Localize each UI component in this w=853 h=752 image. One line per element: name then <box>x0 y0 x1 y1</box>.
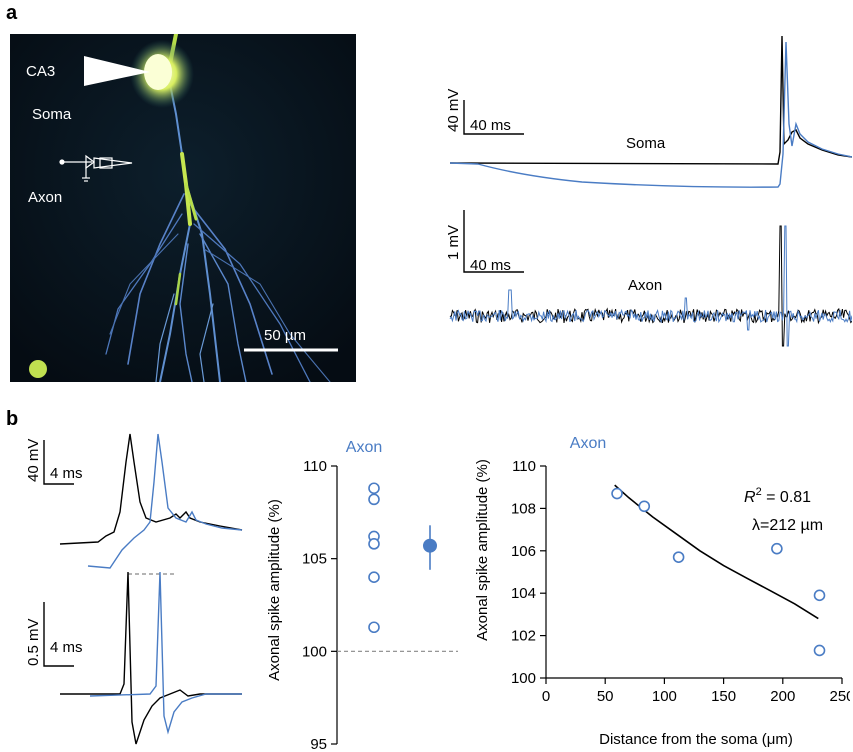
axon-trace-blue <box>449 225 852 347</box>
dotplot-y-tick-label: 105 <box>302 551 327 568</box>
dotplot-mean-point <box>423 538 437 553</box>
neuron-dendrites <box>105 34 331 382</box>
dotplot-y-tick-label: 110 <box>303 458 327 475</box>
axon-scale-time: 40 ms <box>470 257 511 274</box>
distplot-y-tick-label: 100 <box>511 670 536 687</box>
distplot-x-tick-label: 200 <box>770 688 795 705</box>
bright-spot <box>29 360 47 378</box>
top-scale-voltage: 40 mV <box>25 439 42 482</box>
panel-label-a: a <box>6 2 18 24</box>
distplot-point <box>638 500 651 513</box>
bottom-scale-voltage: 0.5 mV <box>25 618 42 666</box>
axon-scale-voltage: 1 mV <box>445 225 462 260</box>
distplot-ylabel: Axonal spike amplitude (%) <box>474 459 491 641</box>
distplot-y-tick-label: 102 <box>511 628 536 645</box>
dotplot-title: Axon <box>346 439 382 456</box>
scale-bar-label: 50 µm <box>264 327 306 344</box>
dotplot-ylabel: Axonal spike amplitude (%) <box>266 499 283 681</box>
soma-scalebar <box>463 100 524 135</box>
distplot-y-tick-label: 110 <box>512 458 536 475</box>
distplot-title: Axon <box>570 435 606 452</box>
distplot-x-tick-label: 150 <box>711 688 736 705</box>
top-spike-blue <box>87 433 243 569</box>
micrograph: CA3 Soma Axon 50 µm <box>10 34 356 382</box>
distplot-y-tick-label: 104 <box>511 585 536 602</box>
dotplot-point <box>368 482 380 495</box>
soma-pointer-arrow <box>84 56 150 86</box>
bottom-spike-blue <box>89 571 242 735</box>
distplot-y-tick-label: 106 <box>511 543 536 560</box>
distplot-point <box>611 487 623 500</box>
axon-label: Axon <box>28 189 62 206</box>
panel-label-b: b <box>6 408 19 430</box>
distance-scatter-plot: Axon Axonal spike amplitude (%) Distance… <box>474 435 850 748</box>
amplitude-dot-plot: Axon Axonal spike amplitude (%) 95 100 105… <box>266 439 458 752</box>
lambda-annotation: λ=212 µm <box>752 517 823 534</box>
distplot-x-tick-label: 100 <box>652 688 677 705</box>
distplot-point <box>771 542 783 555</box>
soma-trace-black <box>449 35 852 165</box>
bottom-spike-black <box>60 571 242 745</box>
bottom-scale-time: 4 ms <box>50 639 83 656</box>
distplot-x-tick-label: 0 <box>542 688 550 705</box>
spike-overlay-plot: 40 mV 4 ms 0.5 mV 4 ms <box>25 433 243 745</box>
axon-electrode-icon <box>59 154 133 182</box>
distplot-point <box>672 551 685 563</box>
distplot-xlabel: Distance from the soma (μm) <box>599 731 793 748</box>
distplot-point <box>813 644 826 657</box>
ca3-label: CA3 <box>26 63 55 80</box>
top-scale-time: 4 ms <box>50 465 83 482</box>
axon-trace-plot: 1 mV 40 ms Axon <box>445 210 852 347</box>
dotplot-y-tick-label: 95 <box>310 736 327 752</box>
soma-label: Soma <box>32 106 72 123</box>
soma-trace-plot: 40 mV 40 ms Soma <box>445 35 852 188</box>
top-spike-black <box>59 433 243 545</box>
distplot-y-tick-label: 108 <box>511 500 536 517</box>
dotplot-point <box>368 621 380 634</box>
soma-trace-blue <box>449 41 852 188</box>
r-squared-annotation: R2 = 0.81 <box>744 486 811 506</box>
distplot-x-tick-label: 250 <box>829 688 850 705</box>
soma-scale-time: 40 ms <box>470 117 511 134</box>
axon-trace-label: Axon <box>628 277 662 294</box>
distplot-point <box>813 589 826 602</box>
dotplot-point <box>368 493 380 506</box>
soma-scale-voltage: 40 mV <box>445 89 462 132</box>
soma-trace-label: Soma <box>626 135 666 152</box>
dotplot-point <box>368 571 380 583</box>
dotplot-y-tick-label: 100 <box>302 643 327 660</box>
dotplot-point <box>368 538 380 550</box>
distplot-x-tick-label: 50 <box>597 688 614 705</box>
